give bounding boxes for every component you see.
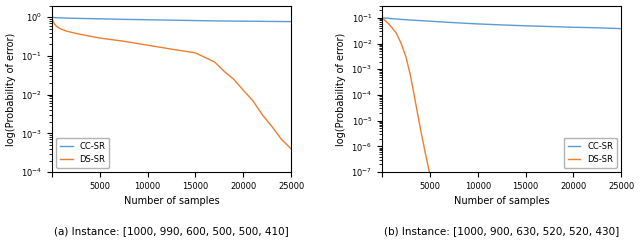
CC-SR: [522, 24, 529, 27]
CC-SR: [239, 20, 247, 23]
CC-SR: [570, 26, 577, 29]
DS-SR: [56, 27, 63, 30]
DS-SR: [379, 17, 387, 20]
CC-SR: [426, 20, 434, 23]
DS-SR: [392, 32, 400, 35]
CC-SR: [58, 16, 65, 19]
DS-SR: [268, 125, 276, 128]
DS-SR: [421, 151, 429, 154]
CC-SR: [407, 18, 415, 21]
Legend: CC-SR, DS-SR: CC-SR, DS-SR: [56, 138, 109, 168]
DS-SR: [220, 70, 228, 73]
Line: DS-SR: DS-SR: [52, 17, 291, 149]
CC-SR: [378, 16, 386, 19]
DS-SR: [77, 33, 84, 36]
Text: (b) Instance: [1000, 900, 630, 520, 520, 430]: (b) Instance: [1000, 900, 630, 520, 520,…: [384, 226, 620, 236]
CC-SR: [96, 17, 104, 20]
DS-SR: [417, 127, 424, 130]
CC-SR: [397, 18, 405, 21]
DS-SR: [402, 56, 410, 59]
CC-SR: [216, 19, 223, 22]
CC-SR: [51, 16, 59, 19]
CC-SR: [49, 16, 57, 19]
DS-SR: [120, 40, 127, 43]
CC-SR: [450, 21, 458, 24]
Line: CC-SR: CC-SR: [52, 17, 291, 22]
Legend: CC-SR, DS-SR: CC-SR, DS-SR: [564, 138, 617, 168]
DS-SR: [191, 51, 199, 54]
CC-SR: [264, 20, 271, 23]
CC-SR: [593, 26, 601, 29]
CC-SR: [388, 17, 396, 20]
CC-SR: [498, 23, 506, 26]
DS-SR: [397, 42, 405, 45]
CC-SR: [383, 17, 390, 20]
DS-SR: [239, 89, 247, 92]
CC-SR: [53, 16, 61, 19]
CC-SR: [474, 22, 482, 25]
Text: (a) Instance: [1000, 990, 600, 500, 500, 410]: (a) Instance: [1000, 990, 600, 500, 500,…: [54, 226, 289, 236]
DS-SR: [211, 61, 218, 63]
DS-SR: [378, 16, 386, 19]
X-axis label: Number of samples: Number of samples: [454, 197, 550, 206]
DS-SR: [381, 19, 388, 22]
DS-SR: [383, 21, 390, 24]
DS-SR: [386, 24, 394, 27]
Line: DS-SR: DS-SR: [382, 18, 435, 198]
CC-SR: [48, 16, 56, 19]
CC-SR: [287, 20, 295, 23]
DS-SR: [67, 31, 75, 34]
DS-SR: [426, 173, 434, 176]
DS-SR: [388, 26, 396, 29]
CC-SR: [168, 19, 175, 22]
DS-SR: [49, 19, 57, 22]
DS-SR: [168, 48, 175, 51]
Y-axis label: log(Probability of error): log(Probability of error): [336, 32, 346, 145]
DS-SR: [63, 30, 70, 32]
CC-SR: [77, 17, 84, 20]
CC-SR: [120, 18, 127, 21]
DS-SR: [259, 113, 266, 116]
DS-SR: [249, 99, 257, 102]
DS-SR: [48, 16, 56, 19]
DS-SR: [287, 147, 295, 150]
DS-SR: [53, 25, 61, 28]
DS-SR: [412, 101, 419, 104]
X-axis label: Number of samples: Number of samples: [124, 197, 220, 206]
DS-SR: [51, 23, 59, 26]
CC-SR: [191, 19, 199, 22]
DS-SR: [58, 28, 65, 31]
CC-SR: [546, 25, 554, 28]
DS-SR: [230, 78, 237, 81]
Line: CC-SR: CC-SR: [382, 18, 621, 29]
DS-SR: [407, 76, 415, 78]
CC-SR: [144, 18, 152, 21]
DS-SR: [96, 37, 104, 40]
Y-axis label: log(Probability of error): log(Probability of error): [6, 32, 15, 145]
DS-SR: [144, 44, 152, 47]
DS-SR: [431, 197, 438, 200]
CC-SR: [67, 17, 75, 20]
DS-SR: [278, 138, 285, 141]
CC-SR: [618, 27, 625, 30]
